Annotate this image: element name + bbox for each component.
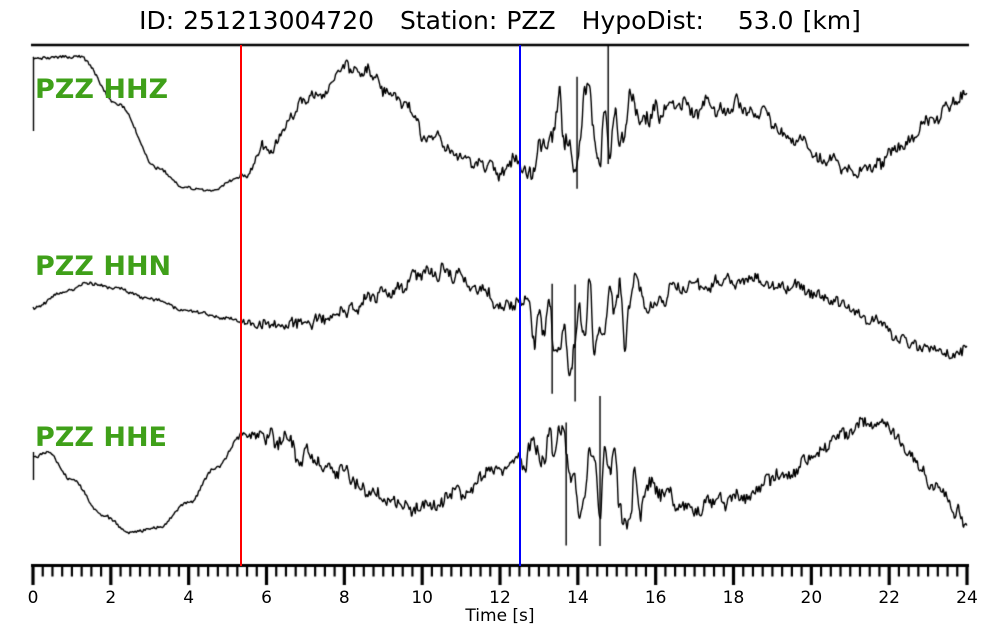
x-tick-label: 0 bbox=[27, 588, 39, 608]
x-tick-label: 4 bbox=[183, 588, 195, 608]
trace-label-hhz: PZZ HHZ bbox=[35, 74, 169, 105]
x-tick-label: 22 bbox=[878, 588, 900, 608]
id-value: 251213004720 bbox=[183, 6, 375, 35]
trace-label-hhn: PZZ HHN bbox=[35, 251, 172, 282]
x-tick-label: 18 bbox=[722, 588, 745, 608]
x-tick-label: 14 bbox=[567, 588, 589, 608]
trace-label-hhe: PZZ HHE bbox=[35, 422, 167, 453]
x-tick-label: 20 bbox=[800, 588, 823, 608]
station-label: Station: bbox=[400, 6, 498, 35]
x-tick-label: 12 bbox=[489, 588, 511, 608]
figure-title: ID: 251213004720 Station: PZZ HypoDist: 53.0 [… bbox=[0, 6, 1000, 35]
station-value: PZZ bbox=[506, 6, 556, 35]
p-pick-line[interactable] bbox=[240, 45, 243, 566]
x-tick-label: 10 bbox=[411, 588, 433, 608]
x-tick-label: 2 bbox=[105, 588, 117, 608]
hypodist-value: 53.0 bbox=[737, 6, 794, 35]
x-tick-label: 8 bbox=[338, 588, 350, 608]
hypodist-label: HypoDist: bbox=[581, 6, 704, 35]
x-tick-label: 16 bbox=[644, 588, 667, 608]
id-label: ID: bbox=[139, 6, 175, 35]
s-pick-line[interactable] bbox=[519, 45, 522, 566]
hypodist-unit: [km] bbox=[802, 6, 861, 35]
x-tick-label: 6 bbox=[261, 588, 272, 608]
x-tick-label: 24 bbox=[956, 588, 978, 608]
x-axis-title: Time [s] bbox=[465, 606, 535, 626]
